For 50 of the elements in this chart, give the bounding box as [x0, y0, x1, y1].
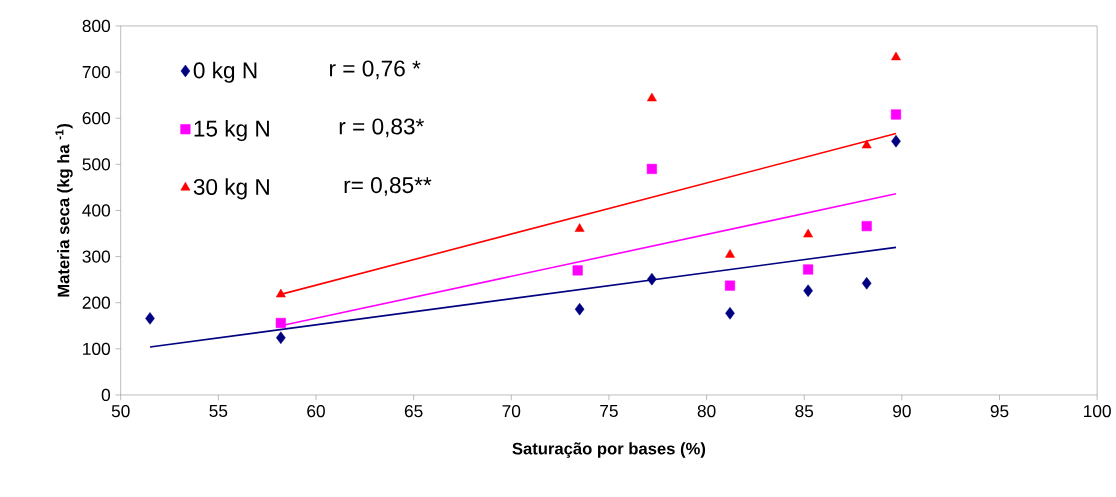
y-tick-label: 800: [82, 19, 111, 33]
point: [145, 312, 155, 325]
point: [275, 318, 286, 329]
point: [647, 273, 657, 286]
x-tick-label: 65: [404, 405, 423, 418]
x-tick-label: 50: [111, 405, 130, 418]
legend-label: 30 kg N: [193, 178, 269, 200]
legend-label: 0 kg N: [193, 61, 257, 84]
y-tick-label: 500: [82, 158, 111, 171]
point: [803, 264, 814, 275]
point: [647, 92, 657, 102]
y-tick-label: 100: [83, 342, 111, 356]
point: [803, 284, 813, 298]
point: [275, 288, 286, 298]
point: [891, 135, 901, 148]
point: [574, 223, 585, 232]
point: [574, 303, 585, 316]
point: [861, 221, 872, 232]
y-axis-title: Materia seca (kg ha $^{-1}$): [55, 124, 73, 297]
x-tick-label: 75: [600, 405, 618, 418]
point: [725, 307, 735, 320]
y-tick-label: 700: [82, 66, 111, 79]
point: [803, 229, 813, 238]
x-tick-label: 55: [209, 405, 228, 418]
point: [646, 164, 657, 175]
x-axis-title: Saturação por bases (%): [512, 442, 706, 458]
point: [890, 109, 902, 120]
x-tick-label: 60: [307, 405, 325, 418]
annotation: r = 0,76 *: [329, 60, 421, 80]
annotation: r= 0,85**: [344, 177, 432, 196]
x-tick-label: 80: [697, 405, 716, 418]
point: [861, 277, 872, 290]
point: [724, 280, 736, 291]
x-tick-label: 90: [893, 405, 911, 418]
legend-label: 15 kg N: [194, 120, 269, 142]
point: [572, 265, 583, 276]
point: [891, 51, 901, 61]
y-tick-label: 600: [82, 112, 111, 125]
point: [276, 331, 286, 345]
y-tick-label: 0: [101, 388, 111, 402]
y-tick-label: 400: [82, 204, 111, 217]
y-tick-label: 200: [82, 296, 111, 309]
x-tick-label: 100: [1084, 405, 1111, 418]
x-tick-label: 95: [990, 405, 1009, 418]
y-tick-label: 300: [82, 250, 111, 263]
point: [861, 139, 872, 149]
point: [725, 249, 735, 258]
x-tick-label: 85: [795, 405, 814, 418]
x-tick-label: 70: [502, 405, 521, 418]
annotation: r = 0,83*: [339, 118, 424, 138]
